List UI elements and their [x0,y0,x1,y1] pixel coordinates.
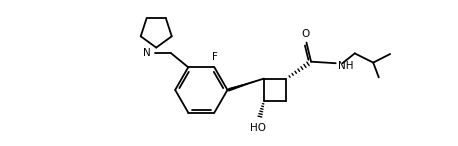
Polygon shape [229,79,264,92]
Text: O: O [302,29,310,39]
Text: NH: NH [338,61,353,71]
Text: N: N [143,48,151,58]
Text: F: F [213,52,218,62]
Text: HO: HO [250,123,266,133]
